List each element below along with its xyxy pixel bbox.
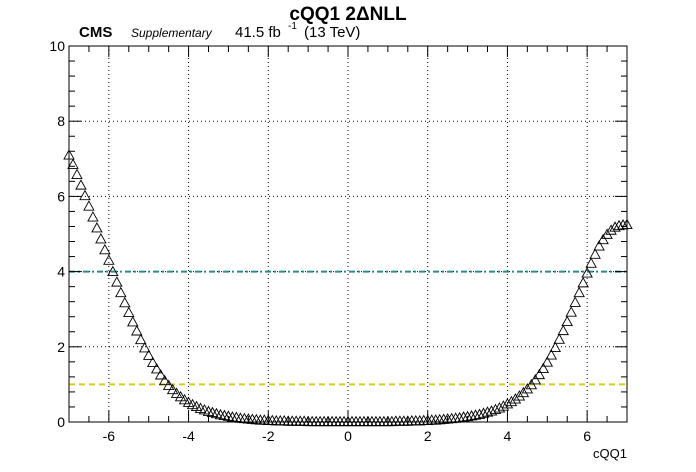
data-point: [505, 395, 518, 407]
data-point: [565, 306, 577, 317]
x-tick-label: -6: [103, 428, 116, 444]
axis-ticks: [68, 45, 628, 423]
data-point: [230, 411, 243, 422]
y-tick-label: 6: [57, 188, 65, 204]
data-point: [174, 390, 187, 402]
data-point: [493, 402, 506, 413]
data-point: [142, 349, 155, 360]
data-point: [589, 248, 601, 259]
x-tick-label: -2: [262, 428, 275, 444]
data-point: [103, 254, 115, 265]
data-point: [170, 387, 183, 398]
data-point: [473, 408, 486, 419]
data-point: [71, 168, 83, 180]
data-point: [489, 403, 502, 415]
data-point: [545, 349, 558, 360]
data-point: [87, 211, 99, 222]
data-point: [111, 276, 123, 287]
data-point: [134, 333, 147, 345]
data-point: [119, 296, 131, 308]
data-point: [509, 393, 522, 404]
luminosity-exponent: -1: [288, 21, 297, 32]
data-point: [541, 356, 554, 367]
data-point: [123, 306, 135, 318]
data-point: [83, 200, 95, 211]
data-point: [553, 333, 566, 344]
data-point: [577, 276, 589, 288]
data-point: [537, 362, 550, 374]
energy-label: (13 TeV): [304, 24, 360, 41]
data-point: [95, 232, 107, 244]
chart-title: cQQ1 2ΔNLL: [289, 4, 407, 25]
data-point: [533, 368, 546, 380]
data-point: [549, 341, 562, 353]
data-point: [127, 316, 139, 327]
data-point: [477, 407, 490, 418]
y-tick-label: 0: [57, 414, 65, 430]
supplementary-label: Supplementary: [131, 26, 213, 40]
y-tick-label: 2: [57, 339, 65, 355]
data-point: [218, 409, 231, 421]
data-point: [469, 409, 482, 420]
grid: [69, 45, 627, 423]
x-tick-label: -4: [182, 428, 195, 444]
data-point: [513, 390, 526, 401]
data-point: [573, 286, 585, 298]
data-point: [146, 356, 159, 368]
data-point: [517, 386, 530, 398]
x-axis-label: cQQ1: [593, 446, 627, 461]
data-point: [99, 243, 111, 255]
data-point: [609, 221, 621, 232]
data-point: [585, 257, 597, 268]
data-point: [557, 324, 569, 336]
reference-lines: [69, 270, 627, 386]
data-point: [561, 315, 573, 327]
data-point: [130, 325, 143, 336]
data-point: [150, 363, 163, 374]
data-point: [485, 405, 498, 416]
data-point: [214, 408, 227, 420]
data-point: [569, 296, 581, 307]
data-point: [529, 373, 542, 385]
data-point: [613, 219, 625, 231]
data-point: [67, 158, 79, 169]
y-tick-label: 10: [49, 38, 65, 54]
y-tick-label: 4: [57, 264, 65, 280]
data-point: [154, 369, 167, 380]
data-points: [63, 149, 633, 427]
data-point: [166, 383, 179, 395]
tick-labels: -6 -4 -2 0 2 4 6 0 2 4 6 8 10: [49, 38, 591, 444]
x-tick-label: 0: [344, 428, 352, 444]
cms-label: CMS: [79, 24, 112, 41]
data-point: [465, 410, 478, 421]
data-point: [158, 374, 171, 386]
x-tick-label: 2: [424, 428, 432, 444]
data-point: [91, 222, 103, 233]
x-tick-label: 4: [504, 428, 512, 444]
data-point: [107, 265, 119, 277]
x-tick-label: 6: [583, 428, 591, 444]
data-point: [138, 342, 151, 353]
data-point: [593, 240, 605, 251]
data-point: [79, 189, 91, 201]
data-point: [597, 233, 609, 245]
y-tick-label: 8: [57, 113, 65, 129]
data-point: [581, 267, 593, 278]
data-point: [75, 179, 87, 190]
data-point: [162, 379, 175, 390]
data-point: [115, 286, 127, 298]
luminosity-label: 41.5 fb: [235, 24, 281, 41]
